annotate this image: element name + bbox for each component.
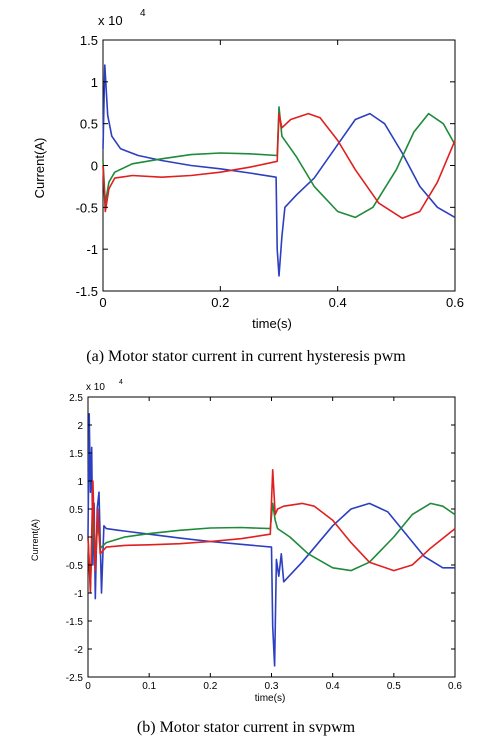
chart-b-ticks: 0 0.1 0.2 0.3 0.4 0.5 0.6 -2.5 -2 -1.5 -1 -0.5 0 0.5 1… xyxy=(66,393,463,692)
chart-b-series xyxy=(87,412,456,667)
chart-a-ylabel: Current(A) xyxy=(32,138,47,199)
chart-b-caption: (b) Motor stator current in svpwm xyxy=(137,719,356,736)
chart-b-frame xyxy=(87,396,456,678)
series-line-3 xyxy=(87,468,456,594)
series-line-1 xyxy=(87,412,455,667)
chart-a-exponent-label: x 10 xyxy=(98,13,123,28)
y-tick-label: -0.5 xyxy=(76,200,98,215)
y-tick-label: 1.5 xyxy=(80,33,98,48)
y-tick-label: 1.5 xyxy=(69,449,83,460)
chart-b-exponent-label: x 10 xyxy=(86,382,105,393)
x-tick-label: 0.4 xyxy=(329,295,347,310)
chart-a-exponent-power: 4 xyxy=(140,8,146,19)
y-tick-label: 0 xyxy=(77,533,83,544)
chart-b-xlabel: time(s) xyxy=(255,693,286,704)
chart-a-caption: (a) Motor stator current in current hyst… xyxy=(86,348,406,365)
x-tick-label: 0.6 xyxy=(446,295,464,310)
y-tick-label: 0.5 xyxy=(69,505,83,516)
x-tick-label: 0 xyxy=(85,681,91,692)
y-tick-label: 1 xyxy=(91,75,98,90)
y-tick-label: 2.5 xyxy=(69,393,83,404)
y-tick-label: -1 xyxy=(74,589,83,600)
x-tick-label: 0.3 xyxy=(265,681,279,692)
y-tick-label: -2 xyxy=(74,645,83,656)
series-line-3 xyxy=(102,112,456,219)
chart-b-exponent-power: 4 xyxy=(119,379,123,386)
x-tick-label: 0.5 xyxy=(387,681,401,692)
chart-a-xlabel: time(s) xyxy=(252,316,292,331)
x-tick-label: 0.4 xyxy=(326,681,340,692)
y-tick-label: 2 xyxy=(77,421,83,432)
y-tick-label: 0 xyxy=(91,159,98,174)
y-tick-label: -0.5 xyxy=(66,561,84,572)
x-tick-label: 0 xyxy=(99,295,106,310)
y-tick-label: -1.5 xyxy=(76,284,98,299)
y-tick-label: -2.5 xyxy=(66,673,84,684)
y-tick-label: 1 xyxy=(77,477,83,488)
chart-a-ticks: 0 0.2 0.4 0.6 -1.5 -1 -0.5 0 0.5 1 1.5 xyxy=(76,33,464,310)
chart-a-series xyxy=(102,64,456,277)
y-tick-label: -1.5 xyxy=(66,617,84,628)
series-line-1 xyxy=(102,64,456,277)
chart-b: 0 0.1 0.2 0.3 0.4 0.5 0.6 -2.5 -2 -1.5 -1 -0.5 0 0.5 1… xyxy=(30,379,462,736)
chart-b-ylabel: Current(A) xyxy=(30,519,40,561)
y-tick-label: -1 xyxy=(86,242,98,257)
chart-a: 0 0.2 0.4 0.6 -1.5 -1 -0.5 0 0.5 1 1.5 x 10 4 time… xyxy=(32,8,464,365)
x-tick-label: 0.2 xyxy=(211,295,229,310)
x-tick-label: 0.6 xyxy=(448,681,462,692)
x-tick-label: 0.2 xyxy=(203,681,217,692)
chart-a-frame xyxy=(102,39,456,292)
y-tick-label: 0.5 xyxy=(80,117,98,132)
x-tick-label: 0.1 xyxy=(142,681,156,692)
